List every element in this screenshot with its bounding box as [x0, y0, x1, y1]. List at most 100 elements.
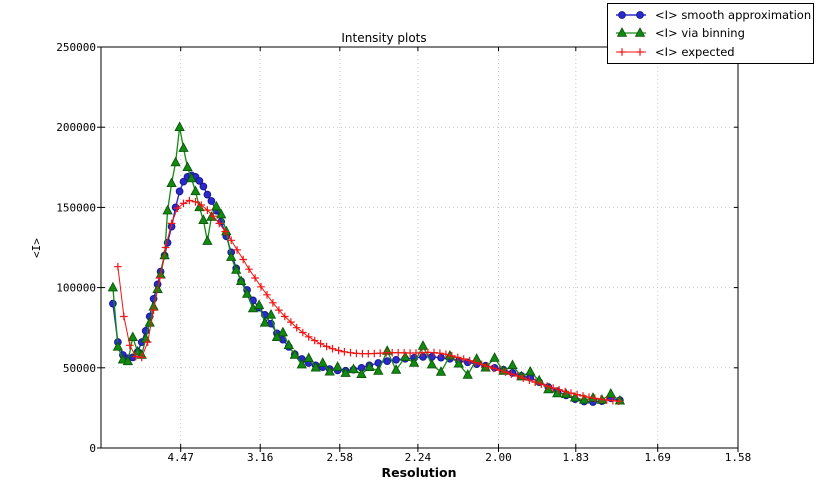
axis-ticks: [97, 46, 739, 452]
marker-plus: [197, 201, 206, 209]
y-tick-label: 50000: [63, 362, 96, 375]
marker-plus: [471, 358, 480, 367]
data-series: [107, 121, 626, 406]
marker-plus: [591, 394, 599, 403]
plot-frame: [100, 46, 739, 449]
marker-plus: [275, 306, 283, 314]
marker-triangle: [462, 369, 473, 379]
marker-triangle: [373, 365, 384, 375]
marker-triangle: [277, 326, 289, 337]
marker-triangle: [289, 349, 300, 359]
marker-circle: [203, 190, 212, 199]
marker-plus: [436, 349, 444, 357]
marker-plus: [459, 355, 468, 363]
x-tick-label: 1.83: [563, 451, 590, 464]
marker-triangle: [453, 357, 464, 368]
x-tick-label: 3.16: [247, 451, 274, 464]
marker-plus: [167, 219, 176, 228]
marker-plus: [537, 380, 546, 388]
marker-triangle: [364, 361, 375, 371]
marker-circle: [383, 357, 392, 365]
marker-plus: [531, 378, 540, 386]
marker-plus: [454, 353, 462, 362]
marker-circle: [109, 299, 117, 308]
marker-circle: [392, 355, 400, 364]
marker-plus: [465, 356, 474, 365]
marker-plus: [251, 274, 259, 282]
marker-triangle: [162, 204, 173, 215]
x-tick-label: 4.47: [167, 451, 194, 464]
marker-triangle: [525, 365, 536, 376]
marker-plus: [263, 291, 271, 299]
marker-circle: [199, 182, 208, 191]
y-tick-label: 0: [89, 442, 96, 455]
marker-triangle: [390, 364, 402, 374]
y-axis-label: <I>: [30, 238, 43, 258]
marker-triangle: [127, 331, 138, 342]
marker-triangle: [634, 27, 646, 38]
marker-triangle: [507, 359, 518, 370]
marker-plus: [287, 318, 295, 326]
marker-circle: [175, 187, 184, 196]
marker-triangle: [543, 383, 554, 394]
y-tick-label: 200000: [56, 121, 96, 134]
marker-triangle: [408, 357, 420, 367]
marker-plus: [257, 283, 265, 291]
marker-triangle: [174, 121, 185, 131]
marker-triangle: [198, 214, 209, 224]
marker-triangle: [616, 27, 628, 38]
marker-triangle: [259, 317, 271, 327]
marker-triangle: [271, 331, 283, 342]
marker-triangle: [340, 367, 351, 377]
marker-plus: [299, 328, 307, 337]
marker-plus: [519, 374, 528, 382]
legend-marker-triangle-sample: [616, 27, 646, 38]
marker-plus: [143, 338, 152, 346]
marker-triangle: [283, 339, 294, 350]
marker-triangle: [226, 251, 237, 261]
marker-triangle: [265, 309, 277, 319]
marker-plus: [269, 299, 277, 307]
marker-plus: [483, 362, 492, 371]
legend-marker-plus-sample: [616, 48, 646, 56]
marker-triangle: [112, 341, 124, 351]
marker-plus: [567, 389, 575, 397]
marker-triangle: [235, 275, 247, 285]
marker-plus: [573, 390, 581, 399]
marker-plus: [155, 274, 164, 282]
marker-plus: [245, 265, 253, 273]
marker-triangle: [170, 156, 181, 167]
marker-triangle: [332, 361, 343, 371]
marker-triangle: [296, 358, 307, 369]
marker-plus: [603, 396, 611, 404]
marker-plus: [334, 346, 343, 355]
marker-plus: [597, 395, 605, 403]
marker-triangle: [122, 355, 134, 366]
marker-plus: [585, 393, 593, 401]
marker-plus: [507, 370, 516, 378]
marker-plus: [114, 262, 122, 271]
marker-plus: [233, 246, 241, 254]
marker-plus: [126, 341, 134, 350]
y-tick-label: 150000: [56, 201, 96, 214]
marker-circle: [437, 353, 445, 362]
legend-label: <I> via binning: [655, 26, 745, 41]
marker-triangle: [211, 200, 222, 211]
legend-item-smooth-approximation: <I> smooth approximation: [614, 6, 811, 24]
marker-plus: [579, 392, 587, 400]
marker-plus: [221, 227, 229, 236]
marker-triangle: [348, 363, 359, 374]
marker-plus: [501, 368, 510, 376]
marker-plus: [549, 384, 557, 392]
marker-circle: [207, 197, 216, 205]
legend: <I> smooth approximation <I> via binning…: [607, 3, 814, 64]
marker-circle: [618, 11, 626, 20]
legend-item-expected: <I> expected: [614, 43, 807, 61]
marker-plus: [442, 350, 450, 359]
marker-triangle: [356, 368, 367, 378]
x-tick-label: 1.58: [725, 451, 752, 464]
marker-triangle: [426, 358, 438, 369]
marker-plus: [227, 236, 235, 245]
